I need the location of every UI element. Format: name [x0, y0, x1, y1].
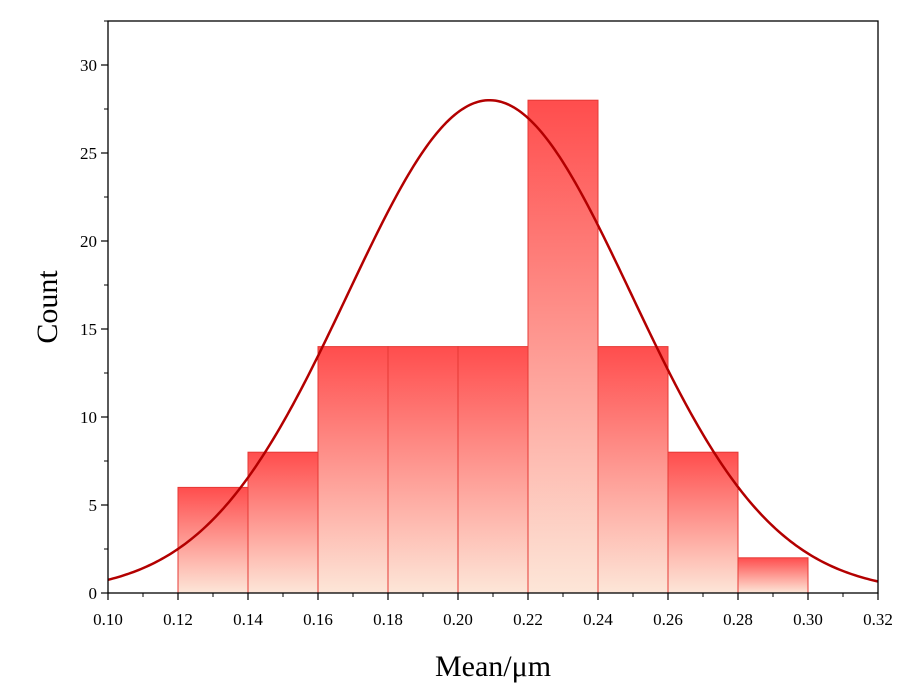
- x-tick-label: 0.28: [723, 610, 753, 629]
- x-tick-label: 0.10: [93, 610, 123, 629]
- x-tick-label: 0.30: [793, 610, 823, 629]
- x-tick-label: 0.20: [443, 610, 473, 629]
- y-tick-label: 10: [80, 408, 97, 427]
- x-tick-label: 0.14: [233, 610, 263, 629]
- y-tick-label: 15: [80, 320, 97, 339]
- histogram-bar: [597, 346, 669, 594]
- x-tick-label: 0.22: [513, 610, 543, 629]
- fit-curve-layer: [107, 98, 879, 583]
- histogram-bar: [667, 451, 739, 594]
- y-tick-label: 0: [89, 584, 98, 603]
- bars: [177, 99, 809, 594]
- y-tick-label: 25: [80, 144, 97, 163]
- histogram-bar: [737, 557, 809, 594]
- histogram-bar: [317, 346, 389, 594]
- histogram-bar: [457, 346, 529, 594]
- y-tick-label: 5: [89, 496, 98, 515]
- y-axis-title: Count: [31, 270, 64, 344]
- normal-fit-curve: [107, 98, 879, 583]
- histogram-bar: [247, 451, 319, 594]
- x-tick-label: 0.24: [583, 610, 613, 629]
- y-tick-labels: 0 5 10 15 20 25 30: [80, 56, 97, 603]
- histogram-bar: [387, 346, 459, 594]
- x-tick-label: 0.12: [163, 610, 193, 629]
- x-tick-label: 0.18: [373, 610, 403, 629]
- x-tick-label: 0.16: [303, 610, 333, 629]
- ticks: [101, 20, 879, 600]
- x-tick-label: 0.32: [863, 610, 893, 629]
- x-tick-label: 0.26: [653, 610, 683, 629]
- x-tick-labels: 0.10 0.12 0.14 0.16 0.18 0.20 0.22 0.24 0.26 0.28…: [93, 610, 893, 629]
- y-tick-label: 20: [80, 232, 97, 251]
- x-axis-title: Mean/μm: [435, 650, 551, 683]
- y-tick-label: 30: [80, 56, 97, 75]
- histogram-bar: [527, 99, 599, 594]
